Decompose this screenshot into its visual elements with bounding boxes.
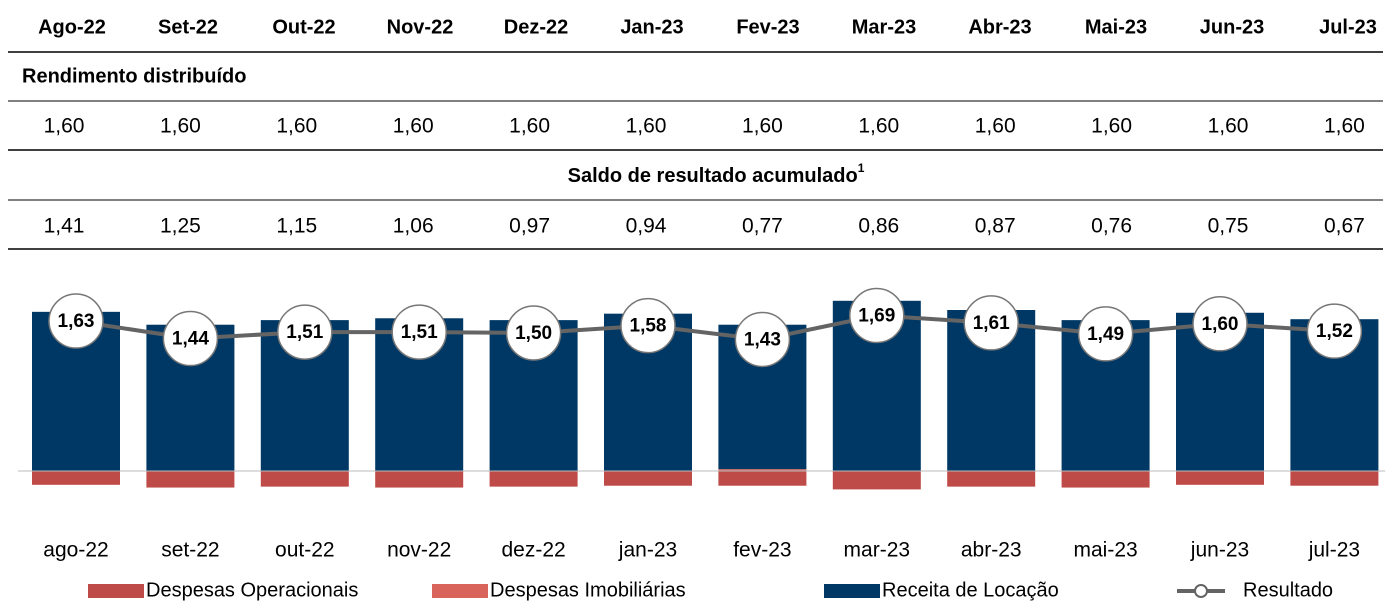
legend-swatch	[88, 584, 144, 598]
marker	[277, 304, 333, 360]
x-tick-label: out-22	[275, 539, 335, 562]
x-tick-label: nov-22	[387, 539, 451, 562]
legend-label: Despesas Operacionais	[146, 579, 358, 601]
section-title-text: Saldo de resultado acumulado	[568, 165, 858, 187]
x-tick-label: mai-23	[1073, 539, 1137, 562]
bar	[32, 471, 120, 485]
table-value: 0,94	[626, 215, 667, 238]
column-header: Ago-22	[38, 16, 106, 38]
bar	[1061, 471, 1150, 488]
column-header: Mai-23	[1085, 16, 1147, 38]
bar	[718, 471, 807, 486]
x-tick-label: mar-23	[844, 539, 911, 562]
column-header: Abr-23	[968, 16, 1031, 38]
legend-swatch	[824, 584, 880, 598]
data-label: 1,63	[58, 311, 95, 332]
bar	[947, 471, 1036, 487]
x-tick-label: jun-23	[1190, 539, 1249, 562]
x-tick-label: ago-22	[43, 539, 108, 562]
x-tick-label: jan-23	[618, 539, 677, 562]
x-tick-label: abr-23	[961, 539, 1022, 562]
table-value: 0,86	[858, 215, 899, 238]
column-header: Out-22	[272, 16, 335, 38]
data-label: 1,69	[858, 306, 895, 327]
column-header: Mar-23	[852, 16, 916, 38]
x-tick-label: fev-23	[733, 539, 791, 562]
column-header: Fev-23	[736, 16, 799, 38]
marker	[620, 297, 676, 354]
marker	[849, 287, 905, 344]
marker	[734, 311, 791, 368]
data-label: 1,51	[401, 322, 438, 343]
bar	[489, 471, 578, 487]
table-value: 1,60	[44, 115, 85, 138]
data-label: 1,61	[973, 313, 1010, 334]
bar	[1176, 471, 1264, 485]
section-title: Rendimento distribuído	[22, 65, 246, 87]
table-value: 1,25	[160, 215, 201, 238]
table-value: 1,06	[393, 215, 434, 238]
marker	[1306, 303, 1363, 359]
table-value: 1,60	[1091, 115, 1132, 138]
legend-label: Receita de Locação	[882, 579, 1059, 601]
column-header: Set-22	[158, 16, 218, 38]
column-header: Nov-22	[387, 16, 454, 38]
column-header: Jul-23	[1319, 16, 1377, 38]
data-label: 1,52	[1316, 321, 1353, 342]
column-header: Dez-22	[504, 16, 568, 38]
bar	[146, 471, 235, 488]
marker	[162, 310, 219, 367]
marker	[505, 305, 562, 361]
table-value: 1,60	[626, 115, 667, 138]
table-value: 1,60	[1208, 115, 1249, 138]
table-value: 1,60	[975, 115, 1016, 138]
table-value: 0,67	[1324, 215, 1365, 238]
data-label: 1,50	[515, 323, 552, 344]
data-label: 1,49	[1087, 324, 1124, 345]
legend-label: Despesas Imobiliárias	[490, 579, 686, 601]
bar	[375, 471, 464, 488]
column-header: Jan-23	[620, 16, 683, 38]
bar	[260, 471, 349, 487]
table-value: 0,77	[742, 215, 783, 238]
data-label: 1,44	[172, 329, 209, 350]
table-value: 0,87	[975, 215, 1016, 238]
legend-marker	[1194, 584, 1208, 598]
bar	[604, 471, 692, 486]
table-value: 1,60	[276, 115, 317, 138]
table-value: 0,75	[1208, 215, 1249, 238]
legend-swatch	[432, 584, 488, 598]
data-label: 1,43	[744, 329, 781, 350]
marker	[48, 293, 104, 349]
table-value: 1,60	[1324, 115, 1365, 138]
data-label: 1,60	[1202, 314, 1239, 335]
table-value: 1,60	[858, 115, 899, 138]
bar	[1290, 471, 1379, 486]
table-value: 1,60	[393, 115, 434, 138]
legend-label: Resultado	[1243, 579, 1333, 601]
bar	[832, 471, 921, 490]
data-label: 1,58	[630, 316, 667, 337]
x-tick-label: jul-23	[1308, 539, 1360, 562]
column-header: Jun-23	[1200, 16, 1264, 38]
data-label: 1,51	[286, 322, 323, 343]
x-tick-label: set-22	[161, 539, 219, 562]
marker	[391, 304, 447, 360]
footnote: 1	[858, 161, 865, 175]
table-value: 1,60	[742, 115, 783, 138]
table-value: 1,41	[44, 215, 85, 238]
marker	[1192, 296, 1248, 352]
x-tick-label: dez-22	[501, 539, 565, 562]
table-value: 1,60	[160, 115, 201, 138]
table-value: 0,97	[509, 215, 550, 238]
table-value: 1,60	[509, 115, 550, 138]
bar	[718, 469, 807, 471]
marker	[1077, 306, 1134, 362]
table-value: 0,76	[1091, 215, 1132, 238]
marker	[963, 295, 1019, 351]
section-title: Saldo de resultado acumulado1	[568, 161, 865, 187]
table-value: 1,15	[276, 215, 317, 238]
